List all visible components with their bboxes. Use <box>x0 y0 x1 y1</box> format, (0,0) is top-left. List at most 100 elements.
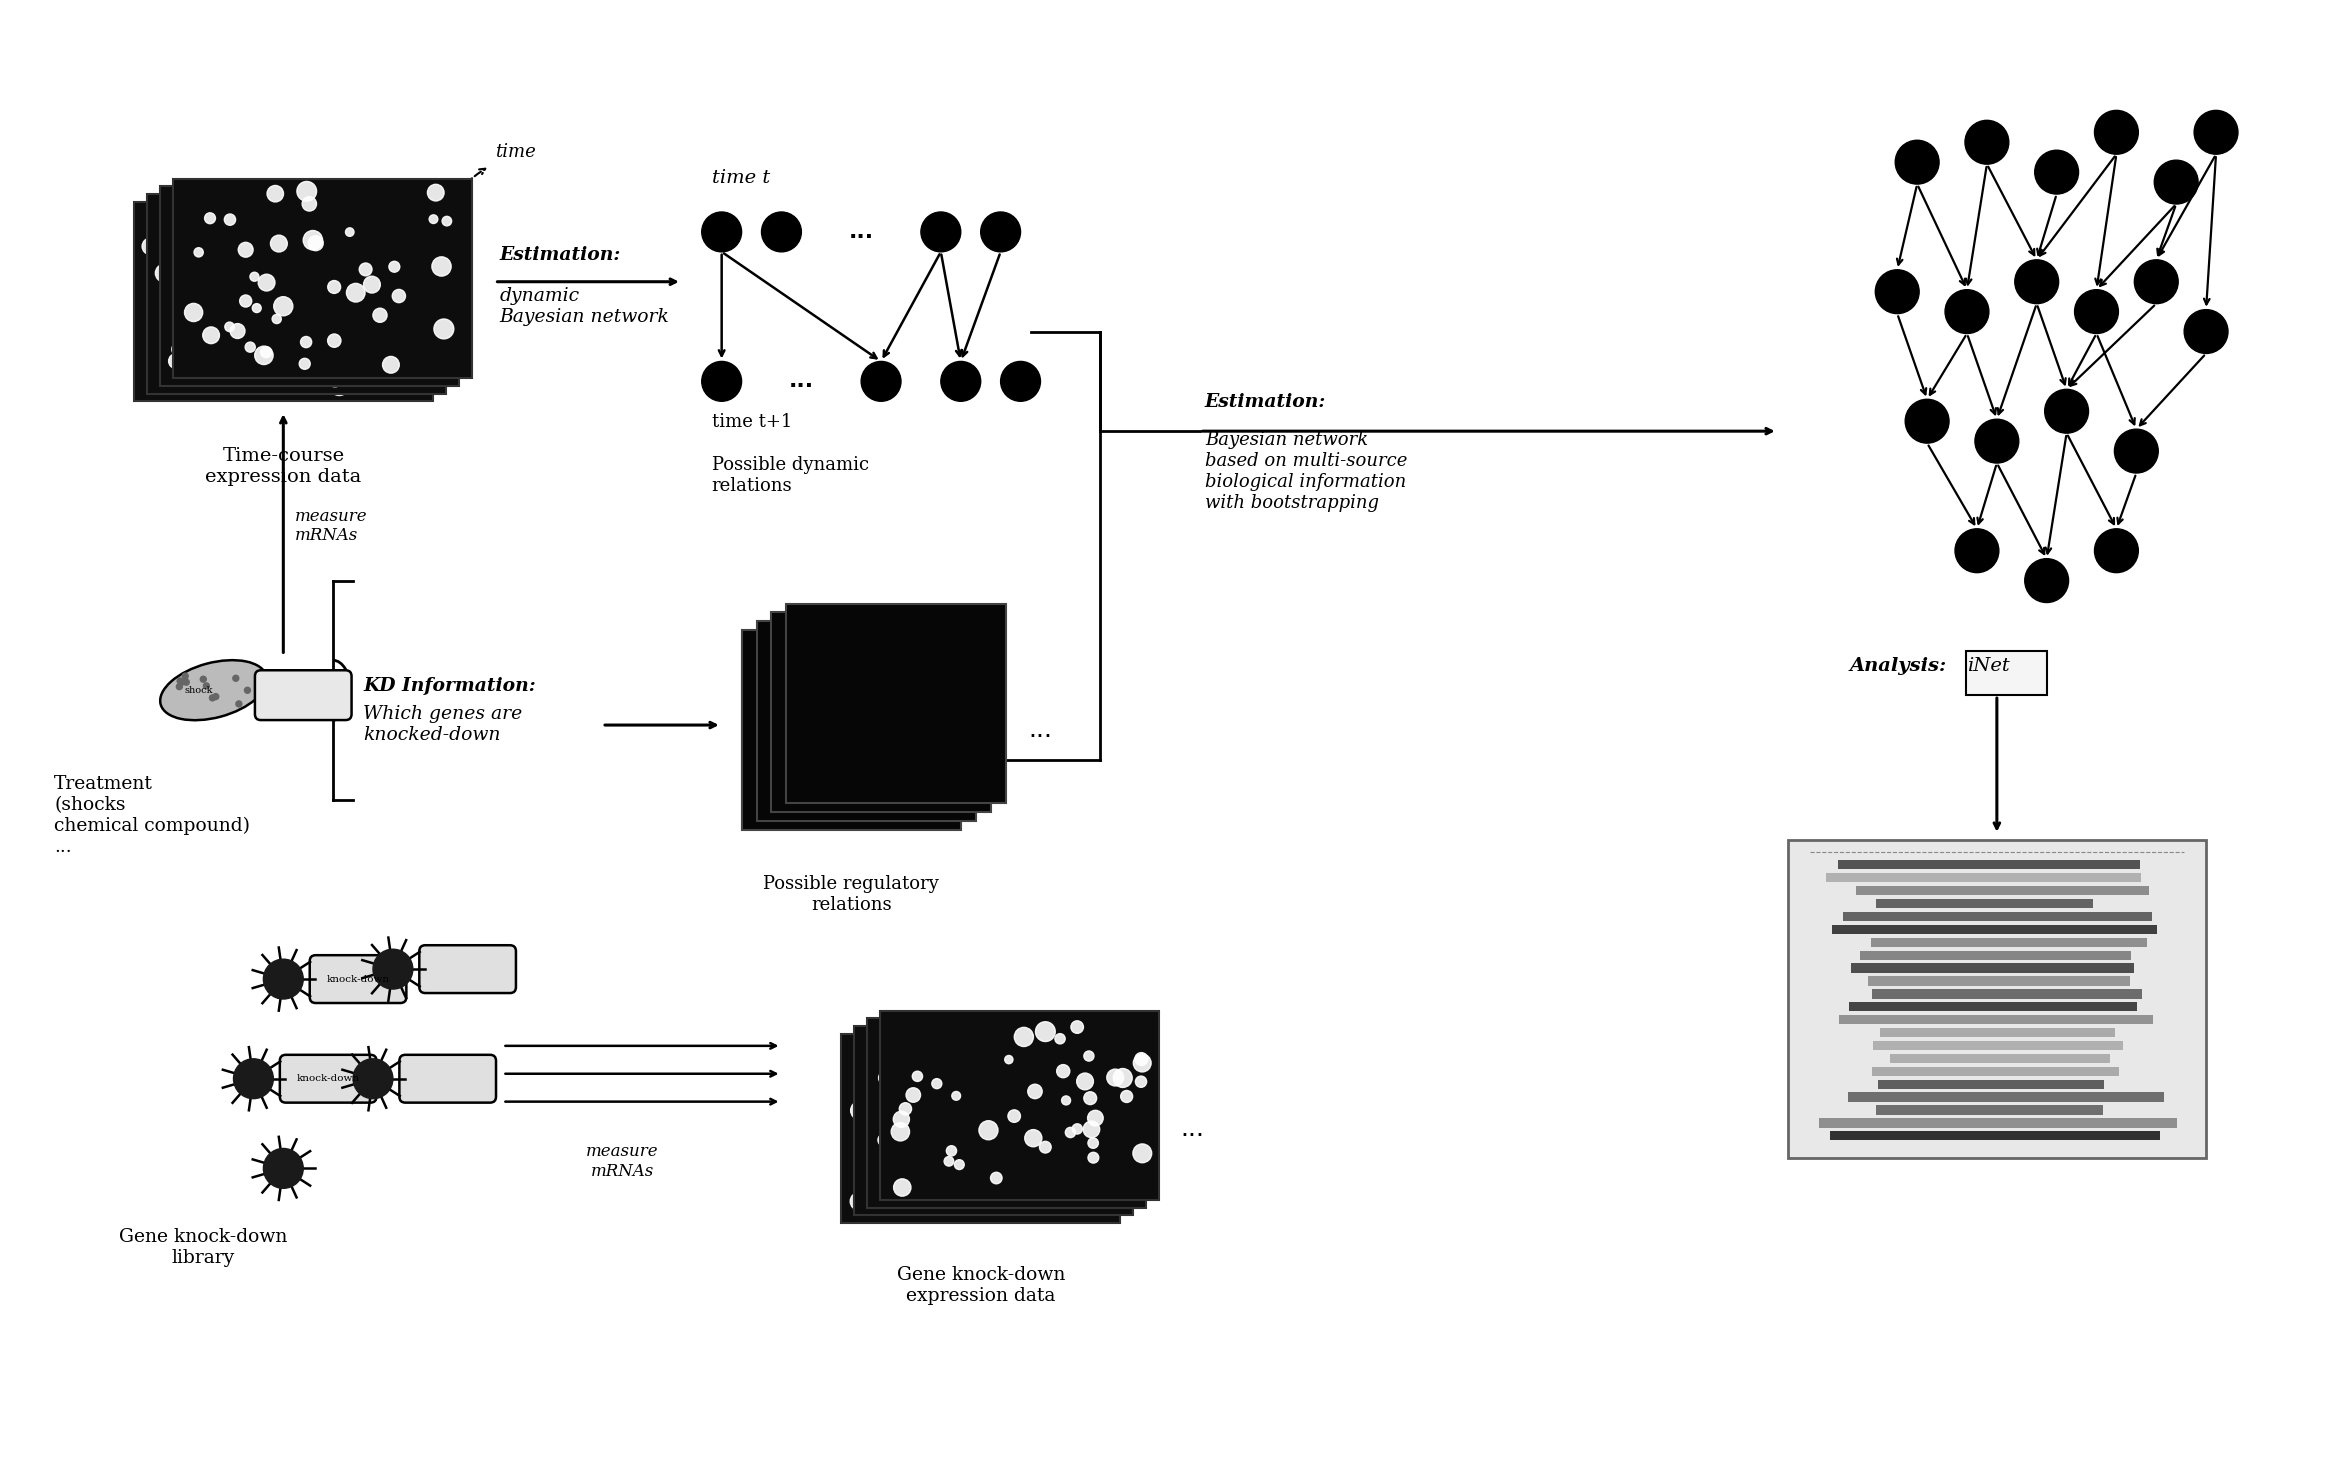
Bar <box>1870 938 2147 947</box>
Circle shape <box>1027 1085 1041 1098</box>
Circle shape <box>277 265 286 272</box>
Circle shape <box>191 225 207 240</box>
Circle shape <box>340 250 349 259</box>
Circle shape <box>971 1178 985 1193</box>
Circle shape <box>200 676 207 682</box>
Circle shape <box>939 1088 950 1100</box>
Circle shape <box>894 1180 911 1196</box>
Circle shape <box>231 324 245 339</box>
Circle shape <box>1083 1092 1097 1104</box>
Circle shape <box>897 1032 908 1043</box>
Circle shape <box>410 238 429 256</box>
Circle shape <box>396 212 412 229</box>
Circle shape <box>913 1055 925 1066</box>
Circle shape <box>1966 120 2010 164</box>
Circle shape <box>212 694 219 700</box>
Circle shape <box>1013 1168 1029 1184</box>
Circle shape <box>193 247 203 258</box>
Circle shape <box>978 1094 987 1103</box>
Circle shape <box>946 1076 962 1091</box>
Circle shape <box>994 1171 1013 1188</box>
Circle shape <box>1032 1125 1048 1141</box>
Circle shape <box>987 1134 997 1143</box>
Circle shape <box>932 1049 941 1060</box>
Circle shape <box>312 327 321 336</box>
Circle shape <box>224 364 240 380</box>
Circle shape <box>871 1035 885 1049</box>
Text: Estimation:: Estimation: <box>1204 394 1325 411</box>
Circle shape <box>1896 141 1940 184</box>
Circle shape <box>1071 1021 1083 1033</box>
Circle shape <box>918 1055 932 1069</box>
Circle shape <box>352 283 368 297</box>
Circle shape <box>1104 1035 1123 1052</box>
Bar <box>1877 1106 2103 1114</box>
Circle shape <box>403 332 415 342</box>
Circle shape <box>1048 1128 1057 1138</box>
Circle shape <box>249 223 263 235</box>
Circle shape <box>1097 1029 1116 1046</box>
Circle shape <box>349 212 363 223</box>
Circle shape <box>939 1072 950 1085</box>
Circle shape <box>156 265 172 283</box>
Circle shape <box>184 218 200 235</box>
Circle shape <box>438 305 449 317</box>
Circle shape <box>871 1036 887 1051</box>
Circle shape <box>289 244 298 253</box>
Text: Time-course
expression data: Time-course expression data <box>205 447 361 485</box>
Circle shape <box>1076 1097 1095 1113</box>
Circle shape <box>1064 1187 1078 1203</box>
Circle shape <box>946 1146 957 1156</box>
Circle shape <box>245 342 256 352</box>
Circle shape <box>156 229 172 246</box>
Ellipse shape <box>161 660 268 721</box>
Circle shape <box>235 702 242 707</box>
Text: ...: ... <box>1181 1116 1204 1141</box>
Circle shape <box>224 290 242 309</box>
Circle shape <box>890 1196 904 1208</box>
Text: Possible dynamic
relations: Possible dynamic relations <box>713 456 869 494</box>
FancyBboxPatch shape <box>398 1055 496 1103</box>
Circle shape <box>994 1042 1011 1058</box>
Circle shape <box>953 1197 962 1208</box>
Circle shape <box>878 1132 899 1151</box>
Circle shape <box>307 235 324 250</box>
Circle shape <box>997 1042 1008 1052</box>
Circle shape <box>261 361 275 374</box>
Circle shape <box>275 296 293 315</box>
Bar <box>1849 1092 2164 1101</box>
Circle shape <box>918 1046 936 1064</box>
Circle shape <box>2154 160 2199 204</box>
Circle shape <box>2024 558 2068 602</box>
Circle shape <box>983 1061 997 1076</box>
Circle shape <box>361 364 375 377</box>
Circle shape <box>368 195 377 203</box>
Circle shape <box>878 1107 892 1122</box>
Circle shape <box>396 201 410 216</box>
Circle shape <box>1090 1100 1099 1109</box>
Circle shape <box>915 1178 934 1196</box>
Circle shape <box>338 355 356 373</box>
Circle shape <box>1004 1055 1013 1064</box>
Circle shape <box>904 1119 918 1134</box>
Circle shape <box>319 302 333 315</box>
Circle shape <box>1085 1074 1099 1088</box>
Circle shape <box>987 1119 999 1131</box>
Circle shape <box>170 376 186 392</box>
Text: Gene knock-down
library: Gene knock-down library <box>119 1228 289 1267</box>
Bar <box>1831 1131 2159 1141</box>
Text: Gene knock-down
expression data: Gene knock-down expression data <box>897 1267 1064 1305</box>
Circle shape <box>894 1197 906 1209</box>
Circle shape <box>1081 1054 1092 1066</box>
FancyBboxPatch shape <box>741 630 962 830</box>
Circle shape <box>1020 1100 1034 1116</box>
Circle shape <box>936 1061 953 1076</box>
Circle shape <box>349 247 363 260</box>
Circle shape <box>869 1083 878 1091</box>
Circle shape <box>887 1063 897 1073</box>
Circle shape <box>941 361 981 401</box>
Circle shape <box>352 238 363 252</box>
Circle shape <box>999 1039 1011 1051</box>
Circle shape <box>983 1184 999 1202</box>
Text: Possible regulatory
relations: Possible regulatory relations <box>764 876 939 915</box>
